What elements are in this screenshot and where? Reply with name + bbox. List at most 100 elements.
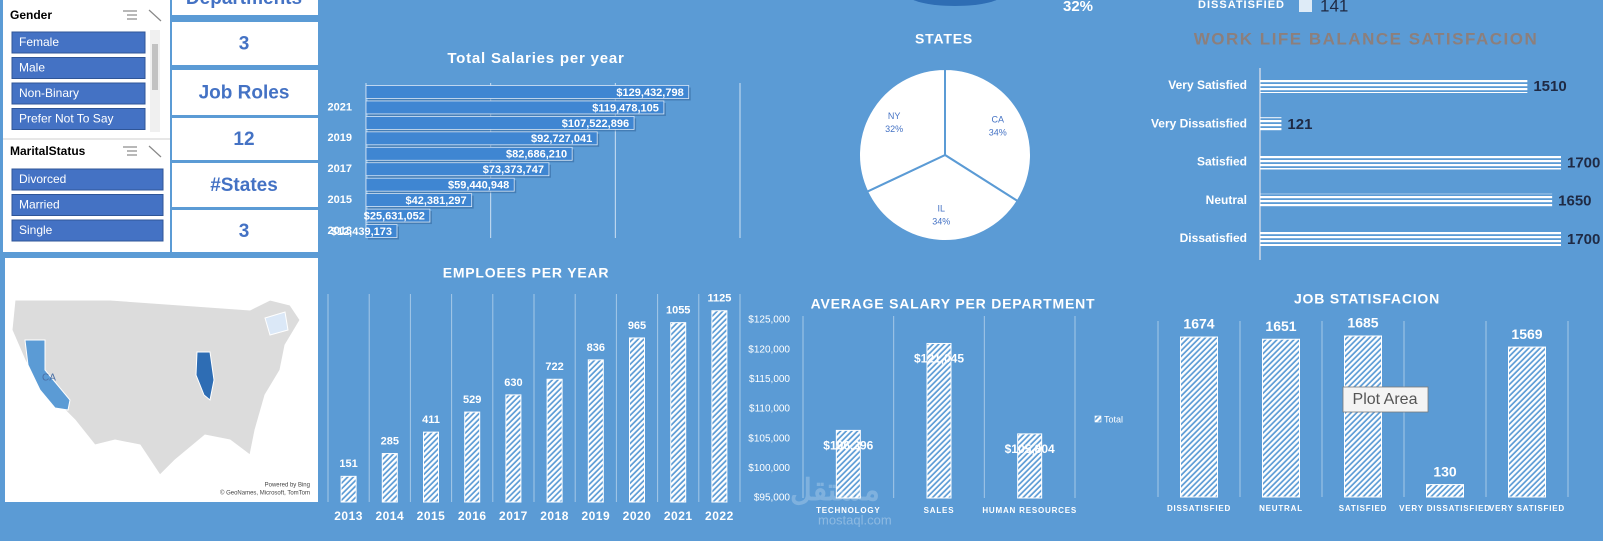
bar — [423, 431, 439, 503]
data-label: 411 — [422, 414, 440, 426]
y-tick-label: $100,000 — [748, 463, 790, 474]
state-il[interactable] — [195, 351, 215, 401]
bar — [1262, 338, 1300, 498]
state-ca[interactable] — [24, 339, 71, 411]
bar — [365, 100, 665, 115]
card — [172, 70, 318, 115]
data-label: $59,440,948 — [448, 180, 509, 192]
bar — [365, 131, 598, 146]
bar — [464, 411, 481, 503]
slicer-item[interactable] — [11, 219, 164, 242]
slicer-item[interactable] — [11, 194, 164, 216]
bar — [365, 162, 550, 177]
card — [172, 22, 318, 65]
partial-value: 141 — [1320, 0, 1348, 15]
slicer-item[interactable] — [11, 82, 146, 105]
slicer-item-label[interactable]: Married — [19, 198, 60, 212]
slicer-item-label[interactable]: Female — [19, 35, 59, 49]
watermark: mostaql.com — [818, 512, 892, 527]
data-label: 1700 — [1567, 154, 1600, 171]
category-label: Very Satisfied — [1168, 78, 1247, 92]
bar — [629, 337, 645, 503]
pie-category: NY — [888, 111, 901, 121]
bar — [1260, 155, 1561, 170]
pie-value: 34% — [932, 216, 950, 226]
card-text: 3 — [239, 221, 250, 242]
bar — [365, 177, 515, 192]
category-label: Neutral — [1206, 193, 1247, 207]
bar — [1260, 117, 1282, 132]
legend-label: Total — [1104, 414, 1123, 424]
data-label: 121 — [1287, 116, 1312, 133]
bar — [1017, 433, 1043, 499]
partial-pie-label: 32% — [1063, 0, 1093, 15]
chart-title: STATES — [915, 31, 973, 47]
x-tick-label: VERY DISSATISFIED — [1399, 504, 1491, 513]
y-tick-label: $110,000 — [749, 404, 790, 415]
slicer-item[interactable] — [11, 168, 164, 191]
x-tick-label: SALES — [924, 506, 955, 515]
card-text: 12 — [233, 129, 254, 150]
bar — [835, 429, 861, 499]
bar — [365, 208, 431, 223]
data-label: $105,804 — [1005, 442, 1055, 456]
data-label: $107,522,896 — [562, 118, 629, 130]
map-credit: © GeoNames, Microsoft, TomTom — [220, 490, 310, 497]
slicer-item-label[interactable]: Divorced — [19, 172, 66, 186]
data-label: 1569 — [1511, 326, 1542, 342]
data-label: 1651 — [1265, 318, 1296, 334]
data-label: $42,381,297 — [405, 195, 466, 207]
data-label: $73,373,747 — [483, 164, 544, 176]
bar — [711, 310, 728, 503]
card — [172, 163, 318, 207]
bar — [1426, 484, 1464, 498]
slicer-item[interactable] — [11, 57, 146, 79]
data-label: 1650 — [1558, 193, 1591, 210]
x-tick-label: 2014 — [375, 509, 404, 523]
chart-title: EMPLOEES PER YEAR — [443, 265, 610, 281]
slicer-item[interactable] — [11, 31, 146, 54]
bar — [505, 394, 522, 503]
x-tick-label: VERY SATISFIED — [1489, 504, 1565, 513]
data-label: 151 — [339, 458, 357, 470]
tooltip: Plot Area — [1353, 391, 1418, 408]
state-ny[interactable] — [264, 311, 289, 336]
category-label: Very Dissatisfied — [1151, 116, 1247, 130]
slicer-item[interactable] — [11, 108, 146, 130]
bar — [340, 475, 357, 503]
x-tick-label: HUMAN RESOURCES — [982, 506, 1077, 515]
slicer-item-label[interactable]: Male — [19, 61, 45, 75]
data-label: $92,727,041 — [531, 133, 592, 145]
bar — [1260, 193, 1553, 208]
category-label: Dissatisfied — [1180, 231, 1247, 245]
bar — [670, 322, 687, 503]
scrollbar-thumb[interactable] — [152, 44, 158, 90]
data-label: 1055 — [666, 305, 690, 317]
data-label: 1674 — [1183, 316, 1214, 332]
x-tick-label: 2013 — [334, 509, 363, 523]
watermark: مستقل — [790, 474, 880, 507]
slicer-item-label[interactable]: Non-Binary — [19, 86, 79, 100]
data-label: 1125 — [707, 293, 731, 305]
category-label: 2019 — [328, 132, 352, 144]
bar — [1508, 346, 1546, 498]
tooltip-box — [1342, 386, 1429, 413]
data-label: 130 — [1433, 463, 1457, 479]
y-tick-label: $115,000 — [749, 374, 790, 385]
x-tick-label: 2021 — [664, 509, 693, 523]
bar — [381, 453, 398, 503]
bar — [1180, 336, 1218, 498]
pie-category: IL — [937, 203, 945, 213]
category-label: 2015 — [328, 194, 352, 206]
x-tick-label: 2017 — [499, 509, 528, 523]
slicer-item-label[interactable]: Prefer Not To Say — [19, 112, 114, 126]
bar — [365, 115, 635, 130]
category-label: 2021 — [328, 101, 352, 113]
slicer-item-label[interactable]: Single — [19, 223, 53, 237]
data-label: 630 — [504, 377, 522, 389]
card-text: #States — [210, 175, 278, 196]
data-label: $106,396 — [823, 439, 873, 453]
y-tick-label: $105,000 — [748, 433, 790, 444]
data-label: 285 — [381, 435, 399, 447]
data-label: $82,686,210 — [506, 149, 567, 161]
